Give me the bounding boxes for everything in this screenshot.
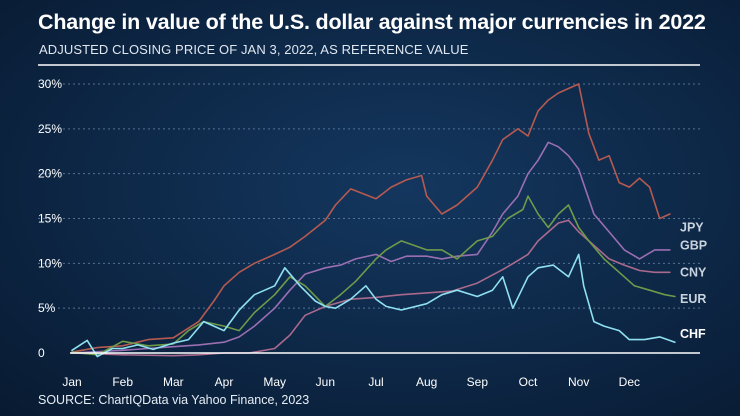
x-tick-label: Jul bbox=[368, 375, 383, 389]
chart-subtitle: ADJUSTED CLOSING PRICE OF JAN 3, 2022, A… bbox=[39, 42, 469, 57]
y-tick-label: 5% bbox=[38, 301, 56, 315]
x-tick-label: May bbox=[263, 375, 286, 389]
chart-title: Change in value of the U.S. dollar again… bbox=[38, 10, 706, 34]
series-lines bbox=[71, 83, 676, 358]
y-tick-label: 30% bbox=[38, 77, 62, 91]
y-tick-label: 0 bbox=[38, 346, 45, 360]
x-axis-labels: Jan Feb Mar Apr May Jun Jul Aug Sep Oct Nov Dec bbox=[62, 375, 640, 389]
x-tick-label: Apr bbox=[215, 375, 234, 389]
x-tick-label: Nov bbox=[568, 375, 589, 389]
y-tick-label: 15% bbox=[38, 212, 62, 226]
y-tick-label: 20% bbox=[38, 167, 62, 181]
series-label-cny: CNY bbox=[680, 265, 707, 279]
x-tick-label: Feb bbox=[112, 375, 133, 389]
y-tick-label: 10% bbox=[38, 256, 62, 270]
x-tick-label: Sep bbox=[467, 375, 489, 389]
series-line-eur bbox=[71, 195, 676, 356]
series-line-chf bbox=[71, 253, 676, 358]
x-tick-label: Mar bbox=[163, 375, 184, 389]
y-tick-label: 25% bbox=[38, 122, 62, 136]
x-tick-label: Dec bbox=[619, 375, 640, 389]
series-label-jpy: JPY bbox=[680, 220, 704, 234]
series-line-jpy bbox=[71, 83, 671, 353]
x-tick-label: Aug bbox=[416, 375, 437, 389]
series-label-chf: CHF bbox=[680, 327, 706, 341]
source-note: SOURCE: ChartIQData via Yahoo Finance, 2… bbox=[38, 393, 310, 407]
series-labels: JPY GBP CNY EUR CHF bbox=[680, 220, 707, 341]
series-label-gbp: GBP bbox=[680, 238, 707, 252]
x-tick-label: Oct bbox=[519, 375, 538, 389]
y-axis-labels: 0 5% 10% 15% 20% 25% 30% bbox=[38, 77, 62, 360]
series-line-cny bbox=[71, 219, 671, 357]
series-label-eur: EUR bbox=[680, 292, 706, 306]
series-line-gbp bbox=[71, 141, 671, 354]
x-tick-label: Jun bbox=[316, 375, 335, 389]
x-tick-label: Jan bbox=[62, 375, 81, 389]
